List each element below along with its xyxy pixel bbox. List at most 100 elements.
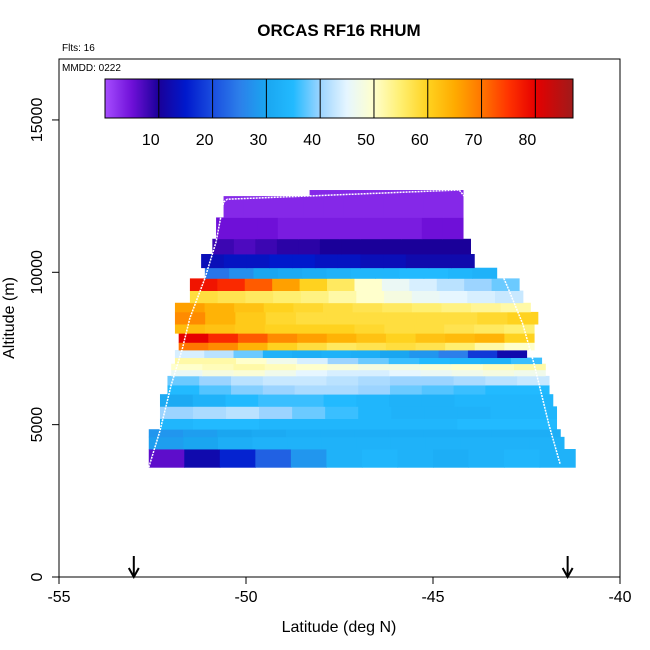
heatmap-cell: [325, 406, 359, 419]
heatmap-cell: [411, 290, 441, 304]
heatmap-cell: [171, 369, 203, 377]
heatmap-cell: [383, 196, 404, 218]
colorbar-gradient: [104, 78, 574, 119]
heatmap-cell: [326, 375, 359, 386]
heatmap-cell: [167, 385, 200, 395]
heatmap-cell: [480, 357, 512, 365]
heatmap-cell: [202, 363, 235, 371]
heatmap-cell: [255, 449, 292, 468]
flights-annotation: Flts: 16: [62, 43, 95, 54]
heatmap-cell: [457, 418, 491, 430]
heatmap-cell: [485, 375, 518, 386]
heatmap-cell: [497, 349, 528, 359]
x-axis-label: Latitude (deg N): [282, 619, 397, 636]
heatmap-cell: [388, 357, 420, 365]
heatmap-cell: [233, 238, 256, 255]
heatmap-cell: [318, 217, 341, 240]
heatmap-cell: [471, 302, 502, 313]
colorbar-ticks: 10 20 30 40 50 60 70 80: [142, 79, 536, 149]
heatmap-cell: [421, 375, 455, 386]
heatmap-cell: [451, 254, 475, 269]
heatmap-cell: [245, 290, 274, 304]
heatmap-cell: [302, 267, 328, 279]
heatmap-cell: [205, 357, 237, 365]
heatmap-cell: [292, 349, 323, 359]
heatmap-cell: [320, 429, 356, 438]
heatmap-cell: [337, 254, 361, 269]
heatmap-cell: [326, 267, 352, 279]
heatmap-cell: [208, 342, 239, 351]
heatmap-cell: [444, 324, 475, 334]
heatmap-cell: [510, 357, 543, 365]
heatmap-cell: [255, 238, 278, 255]
colorbar-tick-label: 30: [249, 132, 267, 149]
heatmap-cell: [514, 369, 546, 377]
heatmap-cell: [490, 406, 524, 419]
heatmap-cell: [148, 449, 185, 468]
heatmap-cell: [327, 278, 356, 291]
heatmap-cell: [290, 449, 328, 468]
heatmap-cell: [234, 324, 266, 334]
heatmap-cell: [322, 190, 336, 197]
colorbar-tick-label: 80: [518, 132, 536, 149]
heatmap-cell: [523, 406, 558, 419]
heatmap-cell: [399, 267, 425, 279]
heatmap-cell: [323, 394, 357, 407]
heatmap-cell: [451, 369, 484, 377]
heatmap-cell: [454, 394, 488, 407]
heatmap-cell: [445, 342, 476, 351]
heatmap-cell: [529, 436, 565, 450]
colorbar-tick-label: 10: [142, 132, 160, 149]
heatmap-cell: [290, 394, 325, 407]
heatmap-cell: [482, 369, 515, 377]
heatmap-cell: [300, 290, 330, 304]
heatmap-cell: [358, 357, 390, 365]
heatmap-cell: [324, 324, 356, 334]
heatmap-cell: [327, 363, 359, 371]
heatmap-cell: [295, 369, 328, 377]
chart-title: ORCAS RF16 RHUM: [257, 21, 420, 40]
heatmap-cell: [303, 196, 324, 218]
y-tick-label: 15000: [29, 98, 46, 143]
y-axis: 0 5000 10000 15000: [29, 98, 59, 581]
heatmap-cell: [420, 369, 453, 377]
heatmap-cell: [517, 375, 550, 386]
heatmap-cell: [482, 363, 515, 371]
heatmap-cell: [253, 267, 279, 279]
heatmap-cell: [474, 333, 505, 343]
heatmap-cell: [439, 290, 468, 304]
heatmap-cell: [272, 278, 301, 291]
heatmap-cell: [269, 254, 293, 269]
heatmap-cell: [380, 217, 402, 240]
heatmap-cell: [159, 418, 194, 430]
heatmap-cell: [298, 238, 321, 255]
heatmap-cell: [415, 333, 446, 343]
heatmap-cell: [217, 429, 253, 438]
heatmap-cell: [265, 311, 297, 325]
heatmap-cell: [233, 363, 266, 371]
heatmap-cell: [204, 349, 235, 359]
heatmap-cell: [405, 254, 430, 269]
heatmap-cell: [204, 324, 236, 334]
heatmap-cell: [199, 375, 232, 386]
heatmap-cell: [258, 394, 292, 407]
heatmap-cell: [236, 217, 258, 240]
heatmap-cell: [216, 217, 238, 240]
heatmap-cell: [243, 196, 265, 218]
heatmap-cell: [441, 302, 472, 313]
heatmap-cell: [391, 418, 425, 430]
heatmap-cell: [442, 217, 464, 240]
heatmap-cell: [205, 311, 236, 325]
heatmap-cell: [474, 324, 505, 334]
heatmap-cell: [423, 429, 458, 438]
heatmap-cell: [487, 394, 521, 407]
heatmap-cell: [229, 267, 255, 279]
heatmap-cell: [325, 418, 359, 430]
heatmap-cell: [231, 375, 264, 386]
heatmap-cell: [390, 436, 427, 450]
heatmap-cell: [223, 196, 245, 218]
heatmap-cell: [409, 349, 440, 359]
heatmap-cell: [297, 357, 329, 365]
heatmap-cell: [356, 290, 385, 304]
